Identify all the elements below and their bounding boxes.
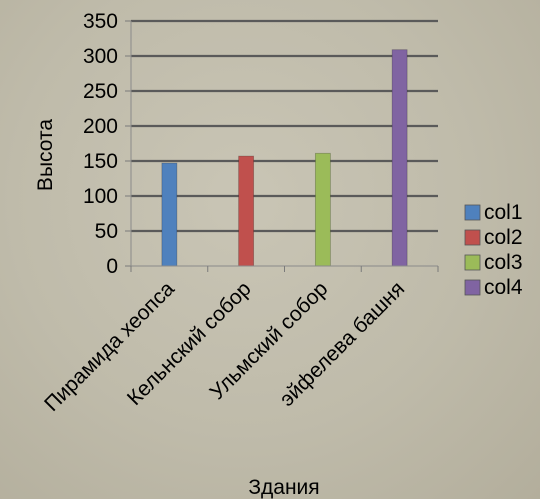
- y-tick-label: 150: [83, 150, 118, 173]
- legend-label: col2: [484, 226, 523, 249]
- legend-swatch-col2: [464, 229, 481, 246]
- y-tick-label: 50: [95, 220, 118, 243]
- bar-col1: [161, 162, 178, 267]
- legend-swatch-col1: [464, 204, 481, 221]
- y-tick-label: 350: [83, 10, 118, 33]
- y-tick-label: 200: [83, 115, 118, 138]
- y-tick-label: 0: [106, 255, 118, 278]
- bar-col3: [314, 152, 331, 267]
- legend-swatch-col3: [464, 254, 481, 271]
- gridlines: [131, 19, 438, 233]
- legend-label: col3: [484, 251, 523, 274]
- bars: [161, 49, 408, 267]
- y-tick-labels: 0 50 100 150 200 250 300 350: [83, 10, 118, 278]
- bar-col2: [238, 155, 255, 267]
- y-tick-label: 300: [83, 45, 118, 68]
- legend-label: col4: [484, 276, 523, 299]
- axes: [125, 20, 439, 272]
- bar-col4: [391, 49, 408, 267]
- y-tick-label: 250: [83, 80, 118, 103]
- legend-swatch-col4: [464, 279, 481, 296]
- legend-label: col1: [484, 201, 523, 224]
- y-tick-label: 100: [83, 185, 118, 208]
- y-axis-title: Высота: [34, 119, 57, 191]
- x-axis-title: Здания: [248, 476, 319, 499]
- x-tick-label: Пирамида хеопса: [40, 277, 179, 416]
